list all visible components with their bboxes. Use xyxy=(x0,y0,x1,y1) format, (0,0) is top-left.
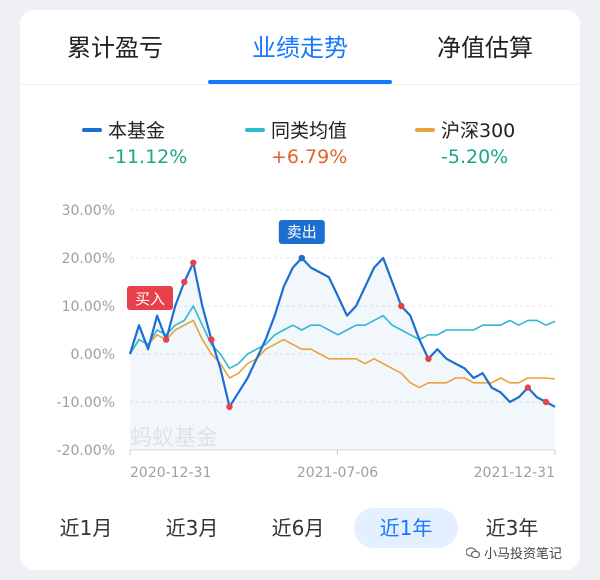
trade-point-marker xyxy=(524,384,532,391)
fund-area-fill xyxy=(130,258,555,450)
y-tick-label: 10.00% xyxy=(62,299,115,315)
buy-badge xyxy=(127,286,173,310)
category-line-swatch xyxy=(245,128,265,132)
brand-watermark: 蚂蚁基金 xyxy=(130,426,218,451)
period-selector: 近1月 近3月 近6月 近1年 近3年 xyxy=(20,496,580,556)
legend-name: 沪深300 xyxy=(441,120,516,142)
sell-badge-label: 卖出 xyxy=(287,223,317,241)
x-tick-label: 2021-07-06 xyxy=(297,465,378,481)
buy-badge-label: 买入 xyxy=(135,290,165,308)
trade-point-marker xyxy=(162,336,170,343)
active-tab-indicator xyxy=(208,80,392,84)
footer-watermark-text: 小马投资笔记 xyxy=(484,547,563,562)
y-tick-label: -20.00% xyxy=(57,443,115,459)
sell-badge xyxy=(278,220,325,244)
series-line-2 xyxy=(129,319,556,389)
y-tick-label: 20.00% xyxy=(62,251,115,267)
tab-performance-trend[interactable]: 业绩走势 xyxy=(252,34,348,62)
trade-point-marker xyxy=(398,302,405,310)
trade-point-marker xyxy=(542,398,550,406)
period-3-years[interactable]: 近3年 xyxy=(485,516,539,540)
trade-point-marker xyxy=(190,259,197,266)
period-1-year[interactable]: 近1年 xyxy=(354,508,458,548)
trade-point-marker xyxy=(208,336,215,343)
legend-value: +6.79% xyxy=(271,146,348,168)
series-line-1 xyxy=(129,305,556,370)
period-3-months[interactable]: 近3月 xyxy=(165,516,219,540)
fund-line-swatch xyxy=(82,128,102,132)
tab-bar: 累计盈亏 业绩走势 净值估算 xyxy=(20,10,580,85)
csi300-line-swatch xyxy=(415,128,435,132)
performance-card: 累计盈亏 业绩走势 净值估算 本基金 -11.12% 同类均值 +6.79% 沪… xyxy=(20,10,580,570)
legend-name: 同类均值 xyxy=(271,120,348,142)
sell-point-marker xyxy=(298,254,306,262)
trade-point-marker xyxy=(181,278,188,286)
y-tick-label: 30.00% xyxy=(62,203,115,219)
wechat-icon xyxy=(466,547,480,559)
tab-cumulative-pnl[interactable]: 累计盈亏 xyxy=(67,34,163,62)
x-tick-label: 2021-12-31 xyxy=(474,465,555,481)
legend-name: 本基金 xyxy=(108,120,166,142)
series-line-0 xyxy=(128,256,556,408)
chart-legend: 本基金 -11.12% 同类均值 +6.79% 沪深300 -5.20% xyxy=(20,116,580,176)
trade-point-marker xyxy=(425,355,432,362)
x-tick-label: 2020-12-31 xyxy=(130,465,211,481)
trade-point-marker xyxy=(226,403,233,410)
legend-value: -11.12% xyxy=(108,146,188,168)
performance-line-chart[interactable]: 30.00% 20.00% 10.00% 0.00% -10.00% -20.00% 202… xyxy=(20,180,580,500)
period-6-months[interactable]: 近6月 xyxy=(271,516,325,540)
period-1-month[interactable]: 近1月 xyxy=(59,516,113,540)
footer-watermark: 小马投资笔记 xyxy=(466,543,562,562)
y-tick-label: 0.00% xyxy=(71,347,115,363)
y-tick-label: -10.00% xyxy=(57,395,115,411)
legend-value: -5.20% xyxy=(441,146,509,168)
tab-nav-estimate[interactable]: 净值估算 xyxy=(437,34,533,62)
